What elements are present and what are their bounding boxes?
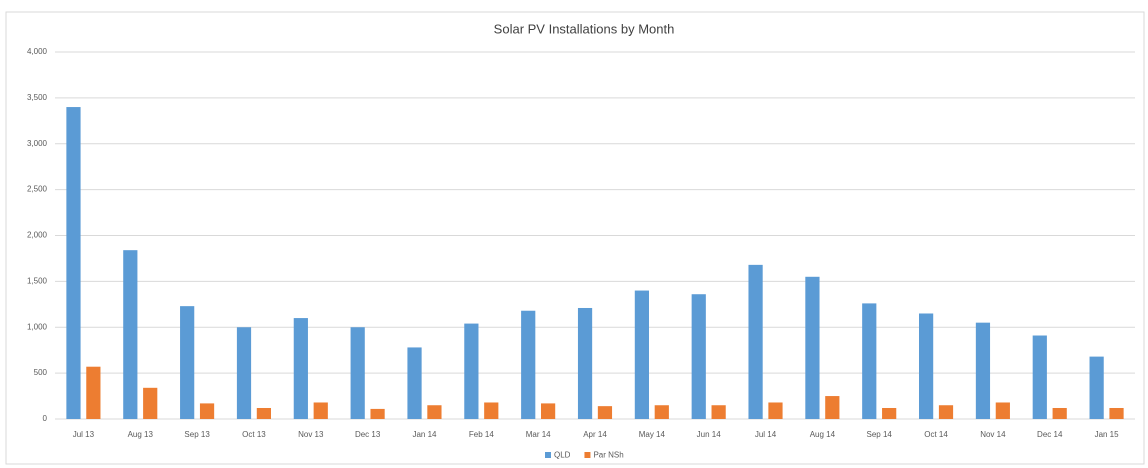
legend-swatch bbox=[545, 452, 551, 458]
x-tick-label: Mar 14 bbox=[526, 430, 551, 439]
y-tick-label: 1,500 bbox=[27, 276, 48, 285]
bar bbox=[577, 307, 593, 419]
bar bbox=[1109, 407, 1124, 419]
bar bbox=[919, 313, 934, 419]
legend-label: QLD bbox=[554, 451, 571, 460]
bar bbox=[256, 407, 271, 419]
bar bbox=[862, 303, 877, 419]
bar bbox=[143, 387, 158, 419]
bar bbox=[370, 408, 385, 419]
bar bbox=[597, 406, 613, 419]
bar bbox=[236, 327, 252, 419]
x-tick-label: Apr 14 bbox=[583, 430, 607, 439]
x-tick-label: Jun 14 bbox=[697, 430, 722, 439]
bar bbox=[521, 310, 536, 419]
bar bbox=[711, 405, 726, 419]
x-tick-label: Dec 14 bbox=[1037, 430, 1063, 439]
x-tick-label: Jul 13 bbox=[73, 430, 95, 439]
bar bbox=[313, 402, 328, 419]
bar bbox=[541, 403, 556, 419]
bar bbox=[975, 322, 991, 419]
bar bbox=[825, 396, 840, 419]
y-tick-label: 3,000 bbox=[27, 139, 48, 148]
y-tick-label: 500 bbox=[34, 368, 48, 377]
bar bbox=[180, 306, 195, 419]
x-tick-label: Dec 13 bbox=[355, 430, 381, 439]
x-tick-label: Oct 14 bbox=[924, 430, 948, 439]
bar bbox=[484, 402, 499, 419]
bar bbox=[995, 402, 1010, 419]
bar bbox=[199, 403, 215, 419]
bar bbox=[66, 107, 81, 420]
bar bbox=[805, 276, 820, 419]
bar bbox=[634, 290, 649, 419]
bar bbox=[427, 405, 442, 419]
bar bbox=[464, 323, 479, 419]
y-tick-label: 2,500 bbox=[27, 185, 48, 194]
chart-frame bbox=[5, 11, 1145, 465]
chart-title: Solar PV Installations by Month bbox=[494, 21, 675, 36]
bar bbox=[407, 347, 422, 419]
x-tick-label: Aug 13 bbox=[128, 430, 154, 439]
y-tick-label: 0 bbox=[43, 414, 48, 423]
bar bbox=[86, 366, 101, 419]
legend-swatch bbox=[584, 452, 591, 458]
legend-label: Par NSh bbox=[593, 451, 623, 460]
y-tick-label: 4,000 bbox=[27, 47, 48, 56]
x-tick-label: Nov 14 bbox=[980, 430, 1006, 439]
bar bbox=[938, 405, 954, 419]
y-tick-label: 2,000 bbox=[27, 231, 48, 240]
x-tick-label: Nov 13 bbox=[298, 430, 324, 439]
x-tick-label: Feb 14 bbox=[469, 430, 494, 439]
bar bbox=[1032, 335, 1047, 419]
x-tick-label: Jul 14 bbox=[755, 430, 777, 439]
y-tick-label: 1,000 bbox=[27, 322, 48, 331]
x-tick-label: Sep 13 bbox=[184, 430, 210, 439]
bar bbox=[654, 405, 669, 419]
bar bbox=[350, 327, 365, 419]
x-tick-label: Jan 14 bbox=[412, 430, 437, 439]
bar bbox=[293, 318, 308, 419]
bar bbox=[123, 250, 138, 419]
bar bbox=[748, 264, 763, 419]
bar bbox=[1052, 407, 1067, 419]
bar bbox=[882, 407, 897, 419]
x-tick-label: Oct 13 bbox=[242, 430, 266, 439]
x-tick-label: Sep 14 bbox=[867, 430, 893, 439]
bar bbox=[1089, 356, 1104, 419]
bar bbox=[768, 402, 783, 419]
bar bbox=[691, 294, 706, 419]
y-tick-label: 3,500 bbox=[27, 93, 48, 102]
x-tick-label: Aug 14 bbox=[810, 430, 836, 439]
x-tick-label: May 14 bbox=[639, 430, 666, 439]
x-tick-label: Jan 15 bbox=[1095, 430, 1120, 439]
